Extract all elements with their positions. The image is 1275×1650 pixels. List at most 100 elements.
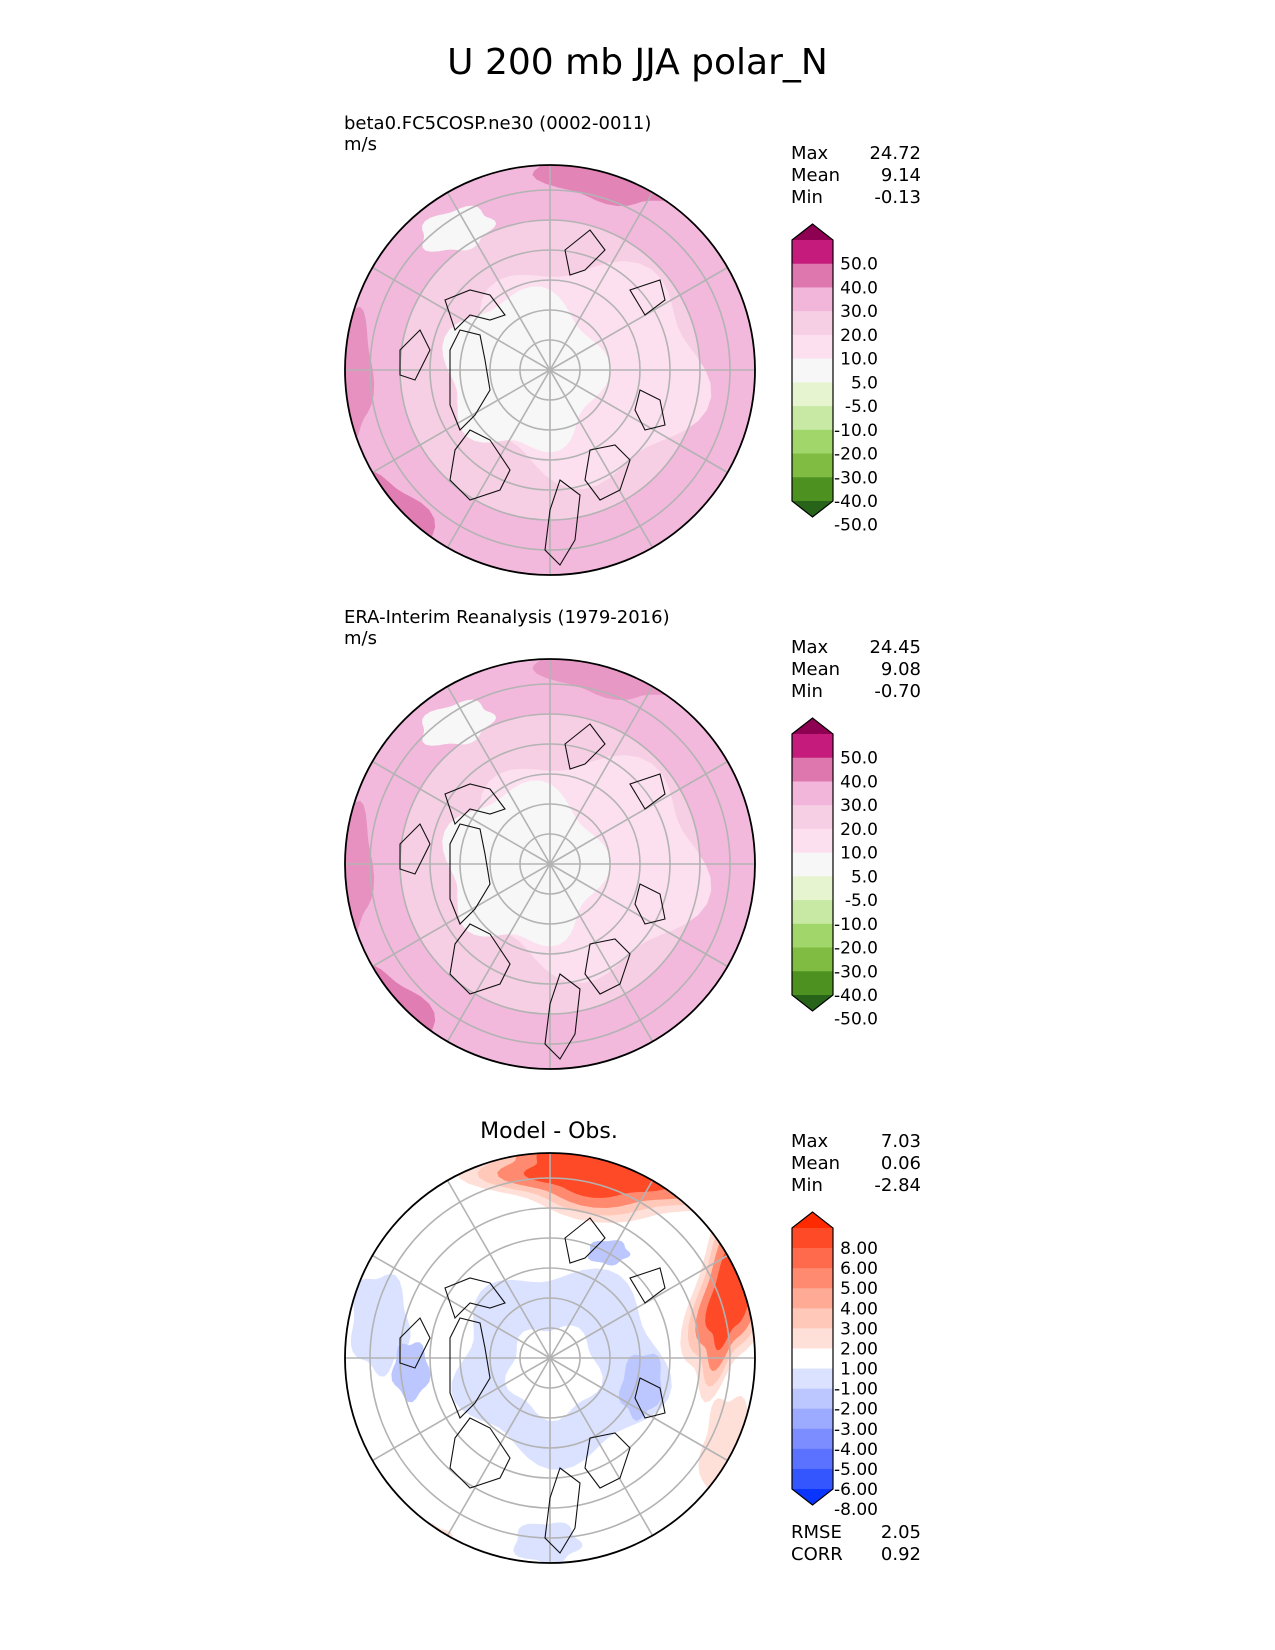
coastline [634,883,666,925]
colorbar-tick-label: -3.00 [834,1420,878,1440]
colorbar-tick-label: -20.0 [834,445,878,465]
coastline [629,279,666,316]
colorbar-tick-label: 6.00 [840,1259,878,1279]
coastline [629,773,666,810]
calm-region [422,205,497,252]
colorbar-tick-label: 40.0 [840,772,878,792]
stat-label: Mean [791,659,841,680]
colorbar-swatch [792,406,833,431]
map-border [344,164,756,576]
panel2-case-name: ERA-Interim Reanalysis (1979-2016) [344,607,670,628]
negative-bias [513,1522,583,1563]
colorbar-outline [791,1211,834,1506]
coastline [449,1317,491,1419]
coastline [449,429,511,501]
colorbar-tick-label: -8.00 [834,1500,878,1520]
map-field [345,1153,755,1563]
coastline [544,973,581,1060]
meridian-line [446,369,551,548]
stat-label: Min [791,187,823,208]
colorbar-tick-label: -50.0 [834,1010,878,1030]
colorbar-swatch [792,1308,833,1329]
colorbar-swatch [792,1348,833,1370]
stat-value: 7.03 [880,1131,921,1152]
meridian-line [549,1254,728,1359]
meridian-line [549,760,728,865]
colorbar-tick-label: 5.0 [851,867,878,887]
colorbar-tick-label: 3.00 [840,1319,878,1339]
stat-label: RMSE [791,1522,842,1543]
coastline [564,723,606,770]
negative-bias [350,1273,411,1377]
colorbar-swatch [792,1268,833,1289]
stat-value: 24.45 [869,637,921,658]
colorbar-swatch [792,1368,833,1390]
stat-label: CORR [791,1544,843,1565]
stat-value: -0.70 [874,681,921,702]
stat-value: -0.13 [874,187,921,208]
graticule [345,165,755,575]
stat-label: Max [791,637,829,658]
stat-label: Max [791,143,829,164]
colorbar-panel3: 8.006.005.004.003.002.001.00-1.00-2.00-3… [791,1211,878,1520]
colorbar-tick-label: 5.0 [851,373,878,393]
colorbar-swatch [792,429,833,455]
coastlines [399,723,666,1060]
colorbar-tick-label: 5.00 [840,1279,878,1299]
coastline [449,923,511,995]
colorbar-swatch [792,757,833,782]
map-field [345,659,755,1069]
panel2-stats: Max 24.45 Mean 9.08 Min -0.70 [791,637,921,703]
meridian-line [446,1357,551,1536]
meridian-line [446,1180,551,1359]
meridian-line [372,1357,551,1462]
stat-value: 0.92 [880,1544,921,1565]
jet-maximum [345,306,375,447]
stat-label: Min [791,1175,823,1196]
colorbar-tick-label: 10.0 [840,350,878,370]
meridian-line [372,369,551,474]
meridian-line [372,760,551,865]
colorbar-tick-label: -10.0 [834,915,878,935]
coastline [544,479,581,566]
colorbar-swatch [792,805,833,830]
colorbar-tick-label: -5.0 [845,891,878,911]
colorbar-swatch [792,1448,833,1470]
jet-maximum [532,659,685,700]
coastline [634,1377,666,1419]
coastline [584,1432,631,1489]
colorbar-tick-label: -1.00 [834,1380,878,1400]
colorbar-tick-label: -40.0 [834,986,878,1006]
meridian-line [549,1357,728,1462]
map-field [345,165,755,575]
stat-label: Mean [791,1153,841,1174]
colorbar-extend-top [792,718,833,734]
colorbar-tick-label: 20.0 [840,326,878,346]
colorbar-swatch [792,828,833,854]
coastline [399,1317,431,1369]
stat-value: 0.06 [880,1153,921,1174]
coastline [449,1417,511,1489]
panel3-polar-map [344,1152,756,1564]
panel1-case-name: beta0.FC5COSP.ne30 (0002-0011) [344,113,652,134]
coastline [449,823,491,925]
coastline [449,329,491,431]
panel3-skill-stats: RMSE 2.05 CORR 0.92 [791,1522,921,1566]
colorbar-swatch [792,263,833,288]
meridian-line [549,369,728,474]
colorbar-tick-label: -5.0 [845,397,878,417]
colorbar-swatch [792,1288,833,1309]
meridian-line [446,192,551,371]
coastline [584,444,631,501]
meridian-line [549,863,654,1042]
colorbar-tick-label: -30.0 [834,468,878,488]
colorbar-swatch [792,477,833,502]
meridian-line [549,1180,654,1359]
colorbar-swatch [792,382,833,407]
coastline [399,823,431,875]
panel3-subtitle: Model - Obs. [480,1119,618,1144]
colorbar-tick-label: 30.0 [840,796,878,816]
panel3-stats: Max 7.03 Mean 0.06 Min -2.84 [791,1131,921,1197]
colorbar-swatch [792,1468,833,1490]
